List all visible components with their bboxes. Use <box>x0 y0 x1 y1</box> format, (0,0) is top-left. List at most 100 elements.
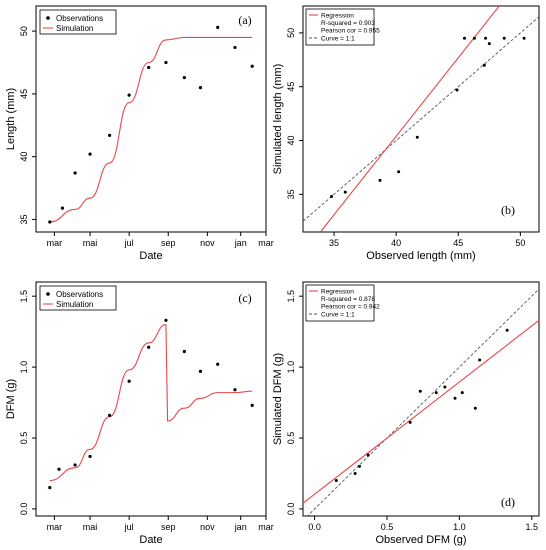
panel-c-xtick-label: nov <box>200 522 215 532</box>
panel-a-observation-point <box>60 206 65 210</box>
panel-b-xlabel: Observed length (mm) <box>366 250 475 262</box>
panel-c-observation-point <box>198 369 203 373</box>
panel-b-data-point <box>415 135 419 139</box>
panel-c-legend-obs-marker <box>46 292 50 296</box>
panel-a-legend-obs-label: Observations <box>56 14 103 23</box>
panel-a-xtick-label: mar <box>47 238 63 248</box>
panel-b-legend-reg-label: Regression <box>321 13 354 20</box>
panel-a-observation-point <box>88 152 92 156</box>
panel-d-data-point <box>334 479 338 483</box>
panel-c-legend-sim-label: Simulation <box>56 300 93 309</box>
panel-a-observation-point <box>216 25 220 29</box>
panel-d-xtick-label: 1.0 <box>453 522 466 532</box>
panel-c-xtick-label: jan <box>234 522 247 532</box>
panel-c-legend-obs-label: Observations <box>56 290 103 299</box>
panel-c-ytick-label: 1.0 <box>19 361 29 374</box>
panel-c-observation-point <box>73 463 77 467</box>
panel-b-xtick-label: 50 <box>515 238 525 248</box>
panel-b-legend-rsq: R-squared = 0.903 <box>321 20 375 27</box>
panel-d-ytick-label: 1.5 <box>286 290 296 303</box>
panel-a-observation-point <box>182 75 186 80</box>
panel-c-observation-point <box>233 388 237 392</box>
panel-b-data-point <box>487 42 491 46</box>
panel-a-observation-point <box>164 60 168 65</box>
panel-b-data-point <box>502 36 506 40</box>
panel-b-xtick-label: 40 <box>391 238 401 248</box>
panel-a-observation-point <box>250 64 254 68</box>
panel-c-xtick-label: mai <box>83 522 98 532</box>
panel-c-xtick-label: sep <box>161 522 176 532</box>
panel-b-ytick-label: 45 <box>286 82 296 92</box>
panel-b-frame <box>302 5 540 233</box>
panel-b-data-point <box>330 194 334 198</box>
panel-c-xtick-label: mar <box>47 522 63 532</box>
panel-a-frame <box>35 5 267 233</box>
panel-a-legend-box <box>39 9 117 35</box>
panel-a-simulation-line <box>49 36 253 223</box>
panel-a-observation-point <box>127 93 131 97</box>
panel-a-ylabel: Length (mm) <box>5 88 17 150</box>
panel-c-observation-point <box>250 403 254 407</box>
panel-d-data-point <box>473 406 477 410</box>
panel-c-simulation-line <box>49 323 253 482</box>
panel-d-data-point <box>505 328 509 332</box>
panel-b-xtick-label: 35 <box>329 238 339 248</box>
panel-a-legend-sim-label: Simulation <box>56 24 93 33</box>
panel-d-frame <box>302 281 540 517</box>
panel-b-ytick-label: 40 <box>286 136 296 146</box>
panel-c-xtick-label: jul <box>124 522 134 532</box>
panel-b-ylabel: Simulated length (mm) <box>272 64 284 175</box>
panel-c-ytick-label: 1.5 <box>19 290 29 303</box>
panel-a-xtick-label: jan <box>234 238 247 248</box>
panel-c-xtick-label: mar <box>258 522 274 532</box>
panel-b-xtick-label: 45 <box>453 238 463 248</box>
panel-b-data-point <box>484 36 488 40</box>
panel-d-ytick-label: 0.0 <box>286 503 296 516</box>
panel-d-xtick-label: 1.5 <box>526 522 539 532</box>
panel-b-regression-line <box>319 6 500 232</box>
panel-b-panel-label: (b) <box>501 203 515 217</box>
panel-d-data-point <box>453 396 457 400</box>
panel-d-data-point <box>353 471 357 475</box>
panel-d-data-point <box>418 389 422 393</box>
panel-d-data-point <box>478 358 482 362</box>
panel-c-observation-point <box>164 318 168 322</box>
panel-b-data-point <box>482 63 486 67</box>
panel-c-observation-point <box>216 362 220 366</box>
panel-a-xtick-label: jul <box>124 238 134 248</box>
panel-b-data-point <box>522 36 526 40</box>
panel-c-observation-point <box>88 454 92 459</box>
panel-a-ytick-label: 45 <box>19 89 29 99</box>
panel-b-data-point <box>455 88 459 92</box>
panel-c-observation-point <box>48 486 52 490</box>
panel-d-identity-line <box>306 288 539 516</box>
panel-a-observation-point <box>108 133 112 137</box>
panel-a-xlabel: Date <box>139 250 162 262</box>
panel-c-observation-point <box>182 349 186 354</box>
panel-b-data-point <box>462 36 466 40</box>
panel-a-legend-obs-marker <box>46 16 50 20</box>
panel-d-legend-rsq: R-squared = 0.878 <box>321 296 375 303</box>
panel-a-observation-point <box>73 171 77 175</box>
panel-a-observation-point <box>198 86 203 90</box>
panel-c-ytick-label: 0.0 <box>19 503 29 516</box>
panel-c-ylabel: DFM (g) <box>5 379 17 419</box>
panel-a-xtick-label: mar <box>258 238 274 248</box>
panel-d-xtick-label: 0.0 <box>308 522 321 532</box>
panel-b-legend-pearson: Pearson cor = 0.955 <box>321 28 380 35</box>
panel-d-data-point <box>443 385 447 389</box>
panel-b-data-point <box>472 36 476 40</box>
panel-d-data-point <box>460 391 464 395</box>
panel-a-xtick-label: mai <box>83 238 98 248</box>
panel-d-legend-pearson: Pearson cor = 0.942 <box>321 304 380 311</box>
panel-d-panel-label: (d) <box>501 495 515 509</box>
panel-a-panel-label: (a) <box>238 13 251 27</box>
panel-c-observation-point <box>57 467 61 471</box>
panel-c-panel-label: (c) <box>238 291 251 305</box>
panel-b-identity-line <box>303 16 539 222</box>
panel-c-observation-point <box>108 413 112 417</box>
panel-c-legend-box <box>39 285 117 311</box>
panel-d-ylabel: Simulated DFM (g) <box>272 353 284 445</box>
panel-b-data-point <box>343 190 347 194</box>
